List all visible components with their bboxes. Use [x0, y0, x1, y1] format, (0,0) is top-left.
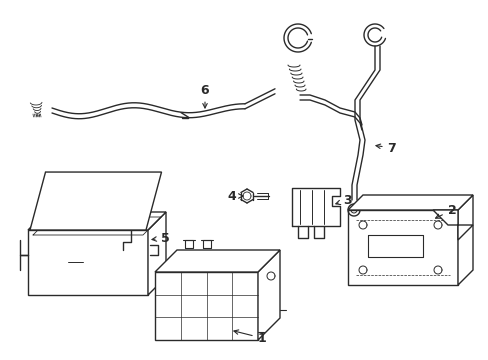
Text: 3: 3	[335, 194, 351, 207]
Polygon shape	[28, 230, 148, 295]
Polygon shape	[155, 272, 258, 340]
Text: 4: 4	[227, 189, 243, 202]
Polygon shape	[347, 195, 472, 210]
Polygon shape	[457, 195, 472, 285]
Polygon shape	[148, 212, 165, 295]
Polygon shape	[258, 250, 280, 340]
Polygon shape	[432, 210, 472, 240]
Text: 6: 6	[200, 84, 209, 108]
Text: 5: 5	[152, 231, 169, 244]
Polygon shape	[28, 212, 165, 230]
Text: 7: 7	[375, 141, 396, 154]
Text: 2: 2	[435, 203, 455, 218]
Polygon shape	[155, 250, 280, 272]
Text: 1: 1	[233, 330, 266, 345]
Polygon shape	[30, 172, 161, 230]
Polygon shape	[347, 210, 457, 285]
